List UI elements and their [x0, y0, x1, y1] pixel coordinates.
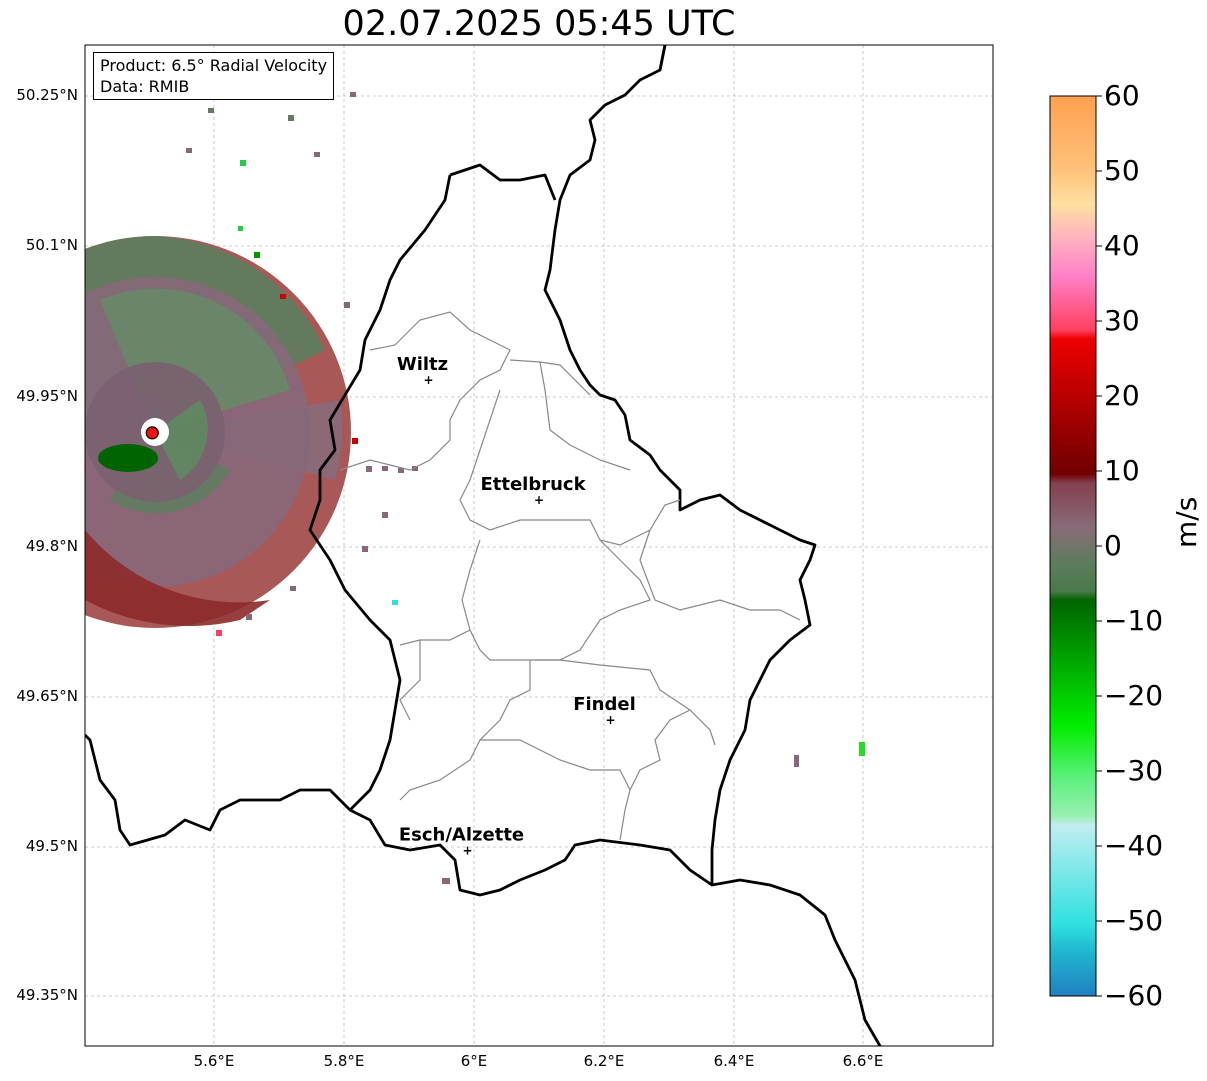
city-marker: + [462, 843, 472, 857]
product-info-box: Product: 6.5° Radial Velocity Data: RMIB [93, 52, 335, 100]
lat-label: 49.8°N [25, 537, 78, 555]
country-border-south [349, 808, 713, 897]
lon-label: 6°E [460, 1052, 488, 1070]
colorbar-tick-label: 40 [1104, 229, 1140, 262]
radar-site-marker [145, 426, 159, 440]
lon-label: 5.6°E [193, 1052, 235, 1070]
colorbar-tick-label: 50 [1104, 154, 1140, 187]
city-label: Findel [573, 694, 636, 715]
colorbar-tick-label: 30 [1104, 304, 1140, 337]
colorbar-tick-label: −30 [1104, 754, 1164, 787]
city-label: Ettelbruck [480, 474, 586, 495]
colorbar-unit: m/s [1170, 496, 1203, 548]
city-marker: + [605, 713, 615, 727]
lon-label: 6.2°E [583, 1052, 625, 1070]
lon-label: 6.4°E [713, 1052, 755, 1070]
gridlines [85, 45, 993, 1046]
lat-label: 49.5°N [25, 837, 78, 855]
country-border [543, 45, 882, 1046]
colorbar-tick-label: −50 [1104, 904, 1164, 937]
colorbar-tick-label: −60 [1104, 979, 1164, 1012]
lon-label: 6.6°E [842, 1052, 884, 1070]
map-title: 02.07.2025 05:45 UTC [342, 4, 736, 44]
colorbar-tick-label: 60 [1104, 79, 1140, 112]
lat-label: 49.35°N [16, 986, 78, 1004]
colorbar [1049, 95, 1097, 997]
radar-echo-field [85, 92, 865, 884]
city-marker: + [534, 493, 544, 507]
colorbar-tick-label: −40 [1104, 829, 1164, 862]
colorbar-tick-label: −10 [1104, 604, 1164, 637]
product-label: Product: 6.5° Radial Velocity [100, 56, 328, 75]
country-border-west [85, 45, 667, 847]
lat-label: 50.1°N [25, 236, 78, 254]
map-border [84, 44, 994, 1047]
canton-boundaries [339, 311, 801, 841]
colorbar-ticks [1096, 95, 1102, 997]
city-label: Esch/Alzette [399, 824, 524, 845]
lon-label: 5.8°E [323, 1052, 365, 1070]
green-echo-core [98, 444, 158, 472]
colorbar-tick-label: 20 [1104, 379, 1140, 412]
lat-label: 49.95°N [16, 387, 78, 405]
data-source-label: Data: RMIB [100, 77, 190, 96]
city-marker: + [423, 373, 433, 387]
city-layer: +Wiltz+Ettelbruck+Findel+Esch/Alzette [397, 354, 636, 857]
lat-label: 50.25°N [16, 86, 78, 104]
city-label: Wiltz [397, 354, 448, 375]
colorbar-tick-label: 10 [1104, 454, 1140, 487]
lat-label: 49.65°N [16, 687, 78, 705]
colorbar-tick-label: −20 [1104, 679, 1164, 712]
colorbar-tick-label: 0 [1104, 529, 1122, 562]
